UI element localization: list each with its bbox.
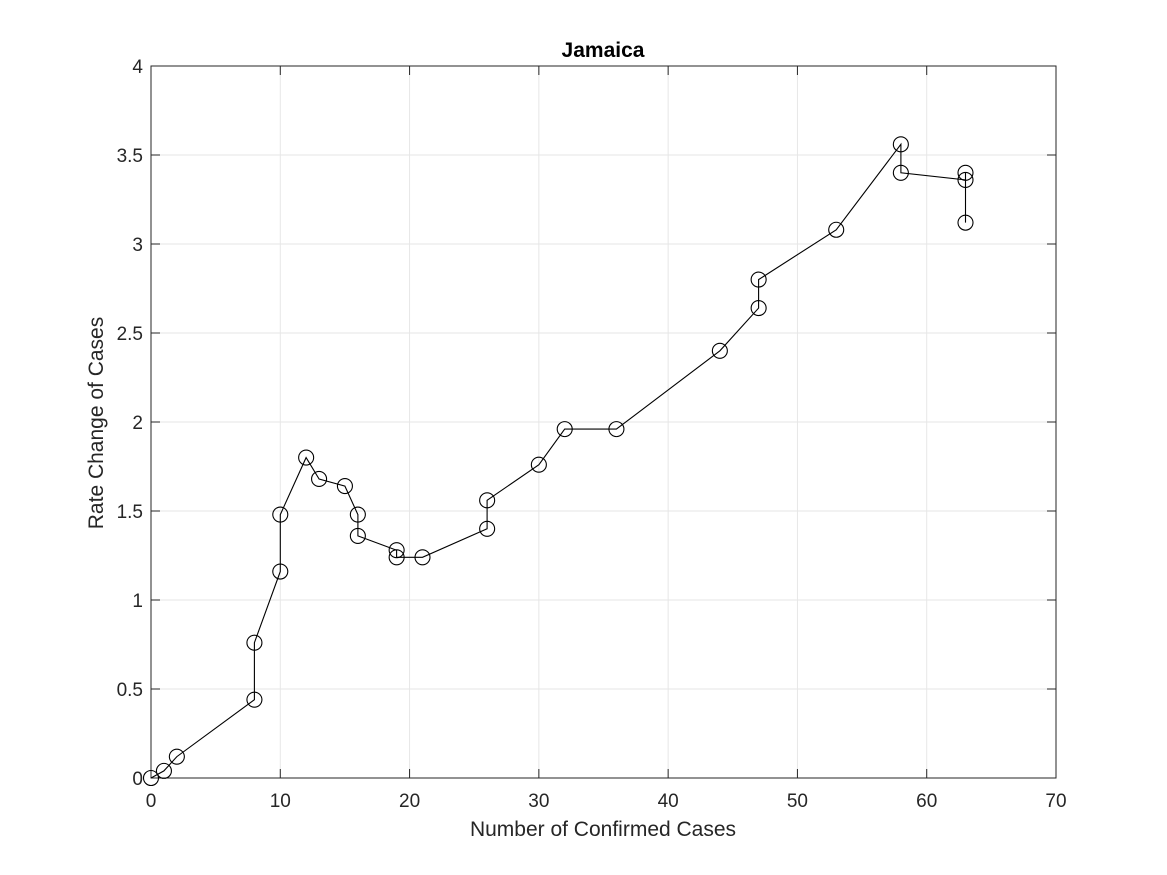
data-point [246, 691, 263, 708]
x-tick-label: 30 [528, 791, 549, 812]
x-tick-label: 70 [1045, 791, 1066, 812]
data-point [750, 271, 767, 288]
y-tick-label: 1.5 [117, 502, 143, 523]
x-tick-label: 50 [787, 791, 808, 812]
data-point [414, 549, 431, 566]
data-point [272, 506, 289, 523]
data-point [349, 527, 366, 544]
data-point [479, 492, 496, 509]
x-tick-label: 20 [399, 791, 420, 812]
chart-title: Jamaica [562, 39, 645, 62]
data-point [142, 769, 160, 787]
data-point [957, 214, 974, 231]
data-point [388, 549, 405, 566]
data-point [298, 449, 315, 466]
x-tick-label: 40 [658, 791, 679, 812]
data-point [892, 164, 909, 181]
data-point [608, 421, 625, 438]
y-tick-label: 3 [132, 235, 143, 256]
data-point [957, 164, 974, 181]
data-point [750, 300, 767, 317]
data-point [530, 456, 547, 473]
series-line [150, 142, 967, 779]
data-point [349, 506, 366, 523]
x-axis-ticks: 0 10 20 30 40 50 60 70 [146, 66, 1067, 812]
x-tick-label: 0 [146, 791, 157, 812]
data-point [479, 520, 496, 537]
x-axis-label: Number of Confirmed Cases [470, 818, 736, 841]
data-point [957, 171, 974, 188]
data-point [388, 542, 405, 559]
data-point [272, 563, 289, 580]
y-tick-label: 3.5 [117, 146, 143, 167]
y-tick-label: 0 [132, 769, 143, 790]
data-point [336, 478, 353, 495]
y-tick-label: 2 [132, 413, 143, 434]
y-axis-ticks: 0 0.5 1 1.5 2 2.5 3 3.5 4 [117, 57, 1056, 790]
y-tick-label: 2.5 [117, 324, 143, 345]
y-axis-label: Rate Change of Cases [85, 317, 108, 529]
data-point [892, 136, 909, 153]
data-point [311, 470, 328, 488]
x-tick-label: 10 [270, 791, 291, 812]
y-tick-label: 4 [132, 57, 143, 78]
data-point [711, 342, 728, 359]
data-point [556, 421, 573, 438]
data-point [828, 221, 845, 238]
data-point [246, 634, 263, 651]
data-series [142, 136, 974, 787]
data-point [168, 748, 185, 765]
y-tick-label: 1 [132, 591, 143, 612]
data-point [155, 762, 172, 779]
y-tick-label: 0.5 [117, 680, 143, 701]
x-tick-label: 60 [916, 791, 937, 812]
